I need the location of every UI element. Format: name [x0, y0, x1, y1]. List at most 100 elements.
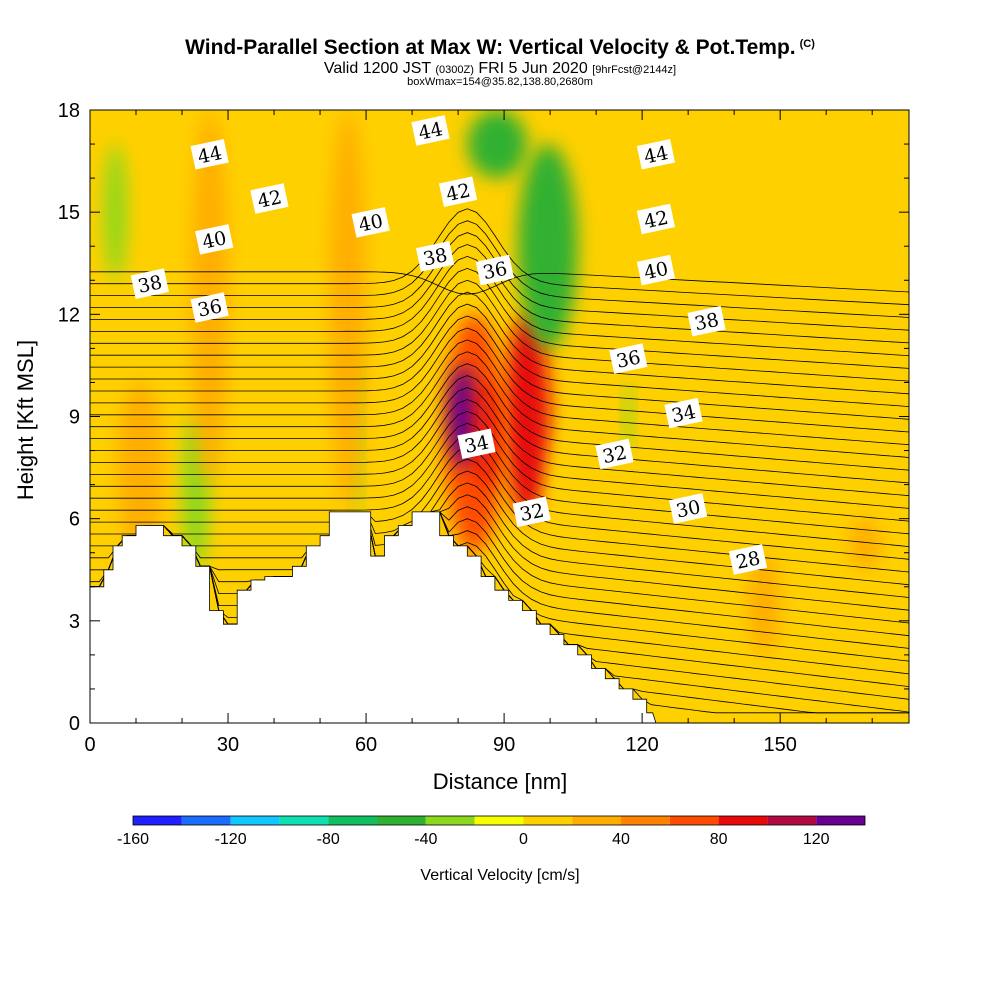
- contour-label-18: 44: [190, 138, 229, 170]
- terrain-shape: [90, 511, 657, 723]
- colorbar-tick-label: -80: [317, 831, 340, 848]
- contour-label-14: 40: [351, 207, 390, 238]
- contour-label-1: 30: [669, 493, 708, 524]
- contour-label-text: 30: [674, 496, 702, 523]
- theta-contour-line-8: [90, 511, 909, 637]
- contour-label-text: 42: [444, 179, 472, 206]
- contour-label-text: 40: [357, 210, 385, 237]
- theta-contour-line-17: [90, 410, 909, 522]
- contour-label-text: 40: [642, 258, 670, 285]
- theta-contour-line-22: [90, 351, 909, 458]
- contour-label-text: 42: [642, 207, 670, 234]
- contour-label-4: 34: [664, 397, 703, 429]
- colorbar-tick-label: 40: [612, 831, 630, 848]
- colorbar-tick-label: 0: [519, 831, 528, 848]
- colorbar-swatch-10: [621, 816, 670, 825]
- colorbar-swatch-13: [767, 816, 817, 825]
- theta-contour-line-25: [90, 315, 909, 420]
- colorbar-tick-label: 120: [803, 831, 830, 848]
- contour-label-13: 40: [636, 254, 676, 286]
- theta-contour-line-26: [90, 303, 909, 407]
- w-region-10: [747, 552, 781, 655]
- theta-contour-line-28: [90, 279, 909, 382]
- contour-label-8: 36: [475, 254, 515, 286]
- theta-contour-line-16: [90, 422, 909, 535]
- w-region-5: [467, 110, 528, 179]
- colorbar-swatch-7: [474, 816, 524, 825]
- theta-contour-line-23: [90, 339, 909, 446]
- theta-contour-line-11: [90, 482, 909, 598]
- theta-contour-line-20: [90, 375, 909, 484]
- x-tick-label: 120: [625, 734, 658, 756]
- chart-box-info: boxWmax=154@35.82,138.80,2680m: [407, 76, 593, 88]
- colorbar-swatch-12: [718, 816, 768, 825]
- colorbar-swatch-14: [816, 816, 865, 825]
- colorbar-swatch-0: [133, 816, 182, 825]
- contour-label-0: 28: [728, 544, 768, 575]
- contour-label-text: 40: [200, 227, 228, 254]
- contour-label-text: 36: [196, 295, 224, 322]
- theta-contour-line-35: [90, 271, 909, 295]
- y-tick-label: 0: [69, 713, 80, 735]
- contour-label-text: 34: [463, 431, 491, 458]
- contour-label-text: 44: [642, 142, 670, 169]
- contour-label-15: 42: [250, 183, 289, 214]
- colorbar-swatch-9: [572, 816, 621, 825]
- contour-label-17: 42: [438, 176, 478, 208]
- contour-label-9: 38: [130, 268, 169, 299]
- theta-contour-line-10: [90, 494, 909, 611]
- contour-label-text: 38: [693, 309, 721, 336]
- theta-contour-line-33: [90, 220, 909, 318]
- colorbar-swatch-2: [230, 816, 280, 825]
- theta-contour-line-9: [90, 506, 909, 624]
- w-region-9: [623, 382, 633, 451]
- w-region-0: [504, 314, 551, 519]
- w-region-12: [329, 110, 367, 509]
- contour-label-text: 44: [196, 142, 224, 169]
- contour-label-text: 38: [421, 244, 449, 271]
- contour-label-3: 32: [512, 496, 551, 528]
- contour-label-6: 36: [609, 343, 648, 374]
- chart-subtitle: Valid 1200 JST (0300Z) FRI 5 Jun 2020 [9…: [323, 60, 677, 77]
- contour-label-12: 40: [195, 224, 234, 255]
- colorbar-swatch-3: [279, 816, 329, 825]
- x-tick-label: 90: [493, 734, 515, 756]
- colorbar-tick-label: -160: [117, 831, 149, 848]
- y-tick-label: 12: [58, 304, 80, 326]
- colorbar-swatch-6: [425, 816, 475, 825]
- contour-label-group: 28 30 32 32 34 34 36 36 36 38 38 38 40 40 40 42 42 42 44 44…: [130, 115, 768, 575]
- theta-contour-line-14: [90, 446, 909, 560]
- y-tick-label: 6: [69, 509, 80, 531]
- theta-contour-line-7: [90, 511, 909, 649]
- contour-label-16: 42: [636, 203, 676, 235]
- contour-label-2: 32: [595, 438, 634, 470]
- contour-label-text: 44: [417, 118, 445, 145]
- colorbar-swatch-4: [328, 816, 377, 825]
- w-region-6: [103, 144, 127, 281]
- w-region-4: [517, 144, 578, 349]
- theta-contour-line-12: [90, 470, 909, 586]
- contour-label-10: 38: [687, 305, 726, 337]
- colorbar-tick-label: -120: [215, 831, 247, 848]
- w-region-14: [550, 416, 620, 587]
- x-tick-label: 30: [217, 734, 239, 756]
- theta-contour-line-34: [90, 208, 909, 306]
- colorbar-tick-label: -40: [414, 831, 437, 848]
- contour-label-19: 44: [411, 115, 450, 146]
- theta-contour-line-19: [90, 387, 909, 497]
- theta-contour-line-21: [90, 363, 909, 471]
- contour-label-text: 42: [256, 186, 284, 213]
- theta-contour-line-27: [90, 291, 909, 395]
- x-axis-title: Distance [nm]: [433, 769, 568, 794]
- w-region-15: [849, 518, 882, 570]
- x-tick-label: 150: [763, 734, 796, 756]
- colorbar-frame: [132, 815, 866, 826]
- potential-temperature-contours: [90, 208, 909, 714]
- theta-contour-line-30: [90, 255, 909, 356]
- colorbar-swatch-11: [669, 816, 719, 825]
- contour-label-text: 32: [518, 500, 546, 527]
- contour-label-11: 38: [415, 241, 455, 272]
- contour-label-20: 44: [636, 138, 676, 170]
